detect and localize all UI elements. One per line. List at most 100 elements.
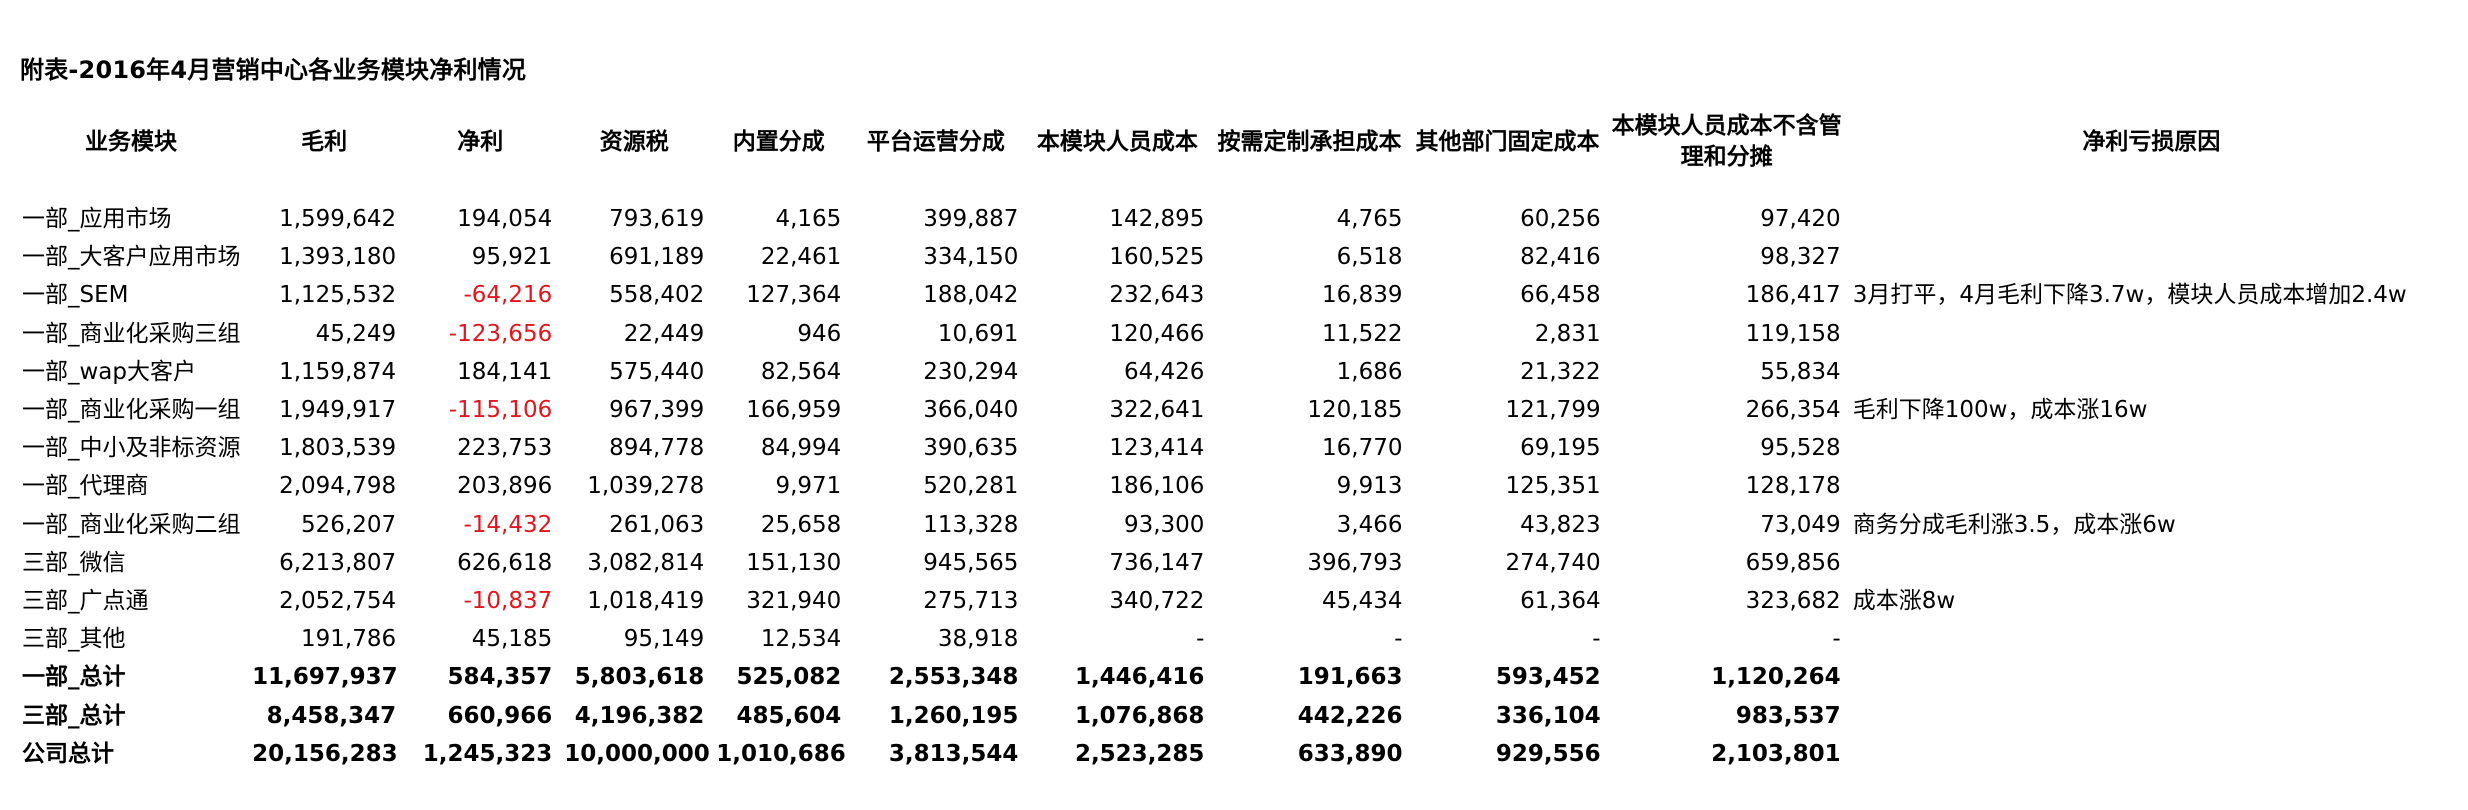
builtin-share-cell: 12,534 <box>760 626 842 653</box>
staff-cost-cell: 123,414 <box>1109 435 1205 462</box>
resource-tax-cell: 1,039,278 <box>587 473 705 500</box>
header-row: 业务模块 毛利 净利 资源税 内置分成 平台运营分成 本模块人员成本 按需定制承… <box>16 102 2456 182</box>
platform-share-cell: 3,813,544 <box>888 740 1019 767</box>
module-name-cell: 一部_大客户应用市场 <box>22 244 241 271</box>
resource-tax-cell: 5,803,618 <box>574 664 705 691</box>
table-row: 三部_广点通 2,052,754 -10,837 1,018,419 321,940 27… <box>16 582 2456 620</box>
module-name-cell: 三部_微信 <box>22 549 126 576</box>
staff-cost-excl-cell: - <box>1832 626 1841 653</box>
resource-tax-cell: 894,778 <box>609 435 705 462</box>
custom-cost-cell: 396,793 <box>1307 549 1403 576</box>
module-name-cell: 一部_商业化采购三组 <box>22 320 241 347</box>
platform-share-cell: 399,887 <box>923 206 1019 233</box>
net-profit-cell: 584,357 <box>447 664 553 691</box>
staff-cost-cell: 736,147 <box>1109 549 1205 576</box>
gross-profit-cell: 1,949,917 <box>279 397 397 424</box>
platform-share-cell: 366,040 <box>923 397 1019 424</box>
builtin-share-cell: 525,082 <box>736 664 842 691</box>
staff-cost-excl-cell: 128,178 <box>1745 473 1841 500</box>
custom-cost-cell: - <box>1394 626 1403 653</box>
table-row: 一部_wap大客户 1,159,874 184,141 575,440 82,564 23… <box>16 353 2456 391</box>
staff-cost-cell: 120,466 <box>1109 320 1205 347</box>
resource-tax-cell: 967,399 <box>609 397 705 424</box>
total-row: 一部_总计 11,697,937 584,357 5,803,618 525,082 2,… <box>16 658 2456 696</box>
staff-cost-excl-cell: 98,327 <box>1760 244 1841 271</box>
loss-reason-cell <box>1847 429 2456 467</box>
builtin-share-cell: 9,971 <box>775 473 842 500</box>
net-profit-cell: 194,054 <box>457 206 553 233</box>
fixed-cost-cell: 43,823 <box>1520 511 1601 538</box>
resource-tax-cell: 22,449 <box>623 320 705 347</box>
net-profit-cell: -64,216 <box>463 282 553 309</box>
net-profit-cell: -14,432 <box>463 511 553 538</box>
builtin-share-cell: 4,165 <box>775 206 842 233</box>
total-row: 三部_总计 8,458,347 660,966 4,196,382 485,604 1,2… <box>16 696 2456 734</box>
gross-profit-cell: 191,786 <box>301 626 397 653</box>
loss-reason-cell <box>1847 238 2456 276</box>
resource-tax-cell: 10,000,000 <box>564 740 710 767</box>
table-row: 三部_其他 191,786 45,185 95,149 12,534 38,918 - - - - <box>16 620 2456 658</box>
resource-tax-cell: 793,619 <box>609 206 705 233</box>
module-name-cell: 一部_中小及非标资源 <box>22 435 241 462</box>
loss-reason-cell: 毛利下降100w，成本涨16w <box>1852 397 2148 424</box>
staff-cost-excl-cell: 659,856 <box>1745 549 1841 576</box>
custom-cost-cell: 9,913 <box>1336 473 1403 500</box>
gross-profit-cell: 8,458,347 <box>266 702 397 729</box>
platform-share-cell: 2,553,348 <box>888 664 1019 691</box>
staff-cost-excl-cell: 95,528 <box>1760 435 1841 462</box>
resource-tax-cell: 691,189 <box>609 244 705 271</box>
staff-cost-cell: 340,722 <box>1109 587 1205 614</box>
loss-reason-cell <box>1847 315 2456 353</box>
fixed-cost-cell: 69,195 <box>1520 435 1601 462</box>
custom-cost-cell: 191,663 <box>1297 664 1403 691</box>
col-header-net-profit: 净利 <box>457 128 504 155</box>
col-header-platform-share: 平台运营分成 <box>866 128 1005 155</box>
custom-cost-cell: 4,765 <box>1336 206 1403 233</box>
gross-profit-cell: 2,052,754 <box>279 587 397 614</box>
net-profit-cell: 223,753 <box>457 435 553 462</box>
table-row: 一部_中小及非标资源 1,803,539 223,753 894,778 84,994 3… <box>16 429 2456 467</box>
platform-share-cell: 275,713 <box>923 587 1019 614</box>
gross-profit-cell: 6,213,807 <box>279 549 397 576</box>
col-header-resource-tax: 资源税 <box>599 128 669 155</box>
net-profit-cell: 660,966 <box>447 702 553 729</box>
fixed-cost-cell: 60,256 <box>1520 206 1601 233</box>
table-body: 一部_应用市场 1,599,642 194,054 793,619 4,165 399,8… <box>16 182 2456 773</box>
resource-tax-cell: 1,018,419 <box>587 587 705 614</box>
loss-reason-cell <box>1847 182 2456 238</box>
staff-cost-excl-cell: 73,049 <box>1760 511 1841 538</box>
staff-cost-cell: 1,076,868 <box>1074 702 1205 729</box>
table-row: 三部_微信 6,213,807 626,618 3,082,814 151,130 945… <box>16 544 2456 582</box>
resource-tax-cell: 575,440 <box>609 358 705 385</box>
staff-cost-excl-cell: 55,834 <box>1760 358 1841 385</box>
loss-reason-cell: 3月打平，4月毛利下降3.7w，模块人员成本增加2.4w <box>1852 282 2407 309</box>
table-row: 一部_大客户应用市场 1,393,180 95,921 691,189 22,461 33… <box>16 238 2456 276</box>
module-name-cell: 一部_wap大客户 <box>22 358 197 385</box>
platform-share-cell: 38,918 <box>937 626 1019 653</box>
resource-tax-cell: 95,149 <box>623 626 705 653</box>
fixed-cost-cell: 21,322 <box>1520 358 1601 385</box>
platform-share-cell: 230,294 <box>923 358 1019 385</box>
total-row: 公司总计 20,156,283 1,245,323 10,000,000 1,010,6… <box>16 735 2456 773</box>
module-name-cell: 三部_总计 <box>22 702 126 729</box>
col-header-builtin-share: 内置分成 <box>732 128 825 155</box>
fixed-cost-cell: 66,458 <box>1520 282 1601 309</box>
resource-tax-cell: 3,082,814 <box>587 549 705 576</box>
table-row: 一部_商业化采购二组 526,207 -14,432 261,063 25,658 113… <box>16 506 2456 544</box>
builtin-share-cell: 321,940 <box>746 587 842 614</box>
custom-cost-cell: 45,434 <box>1322 587 1403 614</box>
builtin-share-cell: 84,994 <box>760 435 842 462</box>
staff-cost-cell: 232,643 <box>1109 282 1205 309</box>
platform-share-cell: 520,281 <box>923 473 1019 500</box>
net-profit-cell: 1,245,323 <box>422 740 553 767</box>
custom-cost-cell: 3,466 <box>1336 511 1403 538</box>
loss-reason-cell <box>1847 735 2456 773</box>
col-header-gross-profit: 毛利 <box>301 128 348 155</box>
table-row: 一部_商业化采购三组 45,249 -123,656 22,449 946 10,691 1… <box>16 315 2456 353</box>
module-name-cell: 一部_代理商 <box>22 473 149 500</box>
builtin-share-cell: 485,604 <box>736 702 842 729</box>
platform-share-cell: 188,042 <box>923 282 1019 309</box>
loss-reason-cell <box>1847 620 2456 658</box>
loss-reason-cell <box>1847 696 2456 734</box>
loss-reason-cell <box>1847 658 2456 696</box>
